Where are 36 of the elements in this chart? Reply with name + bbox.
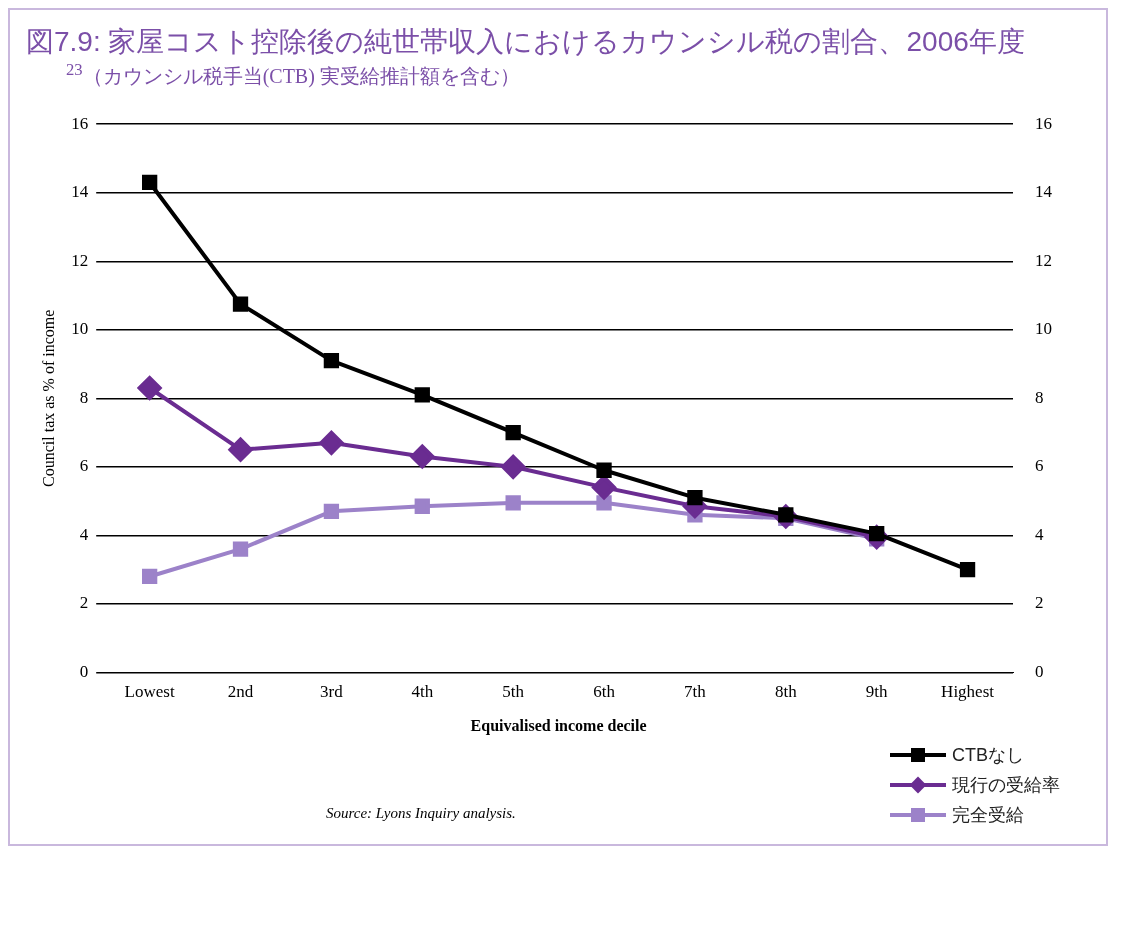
y-tick-label: 2 (79, 593, 89, 612)
x-tick-label: 9th (865, 681, 889, 701)
chart-title: 図7.9: 家屋コスト控除後の純世帯収入におけるカウンシル税の割合、2006年度 (26, 25, 1026, 59)
x-tick-label: 8th (774, 681, 798, 701)
y-axis-title: Council tax as % of income (39, 309, 57, 487)
y-tick-label: 6 (79, 455, 89, 475)
y-tick-label: 12 (71, 250, 89, 270)
y2-tick-label: 0 (1035, 661, 1044, 681)
source-note: Source: Lyons Inquiry analysis. (326, 804, 516, 822)
y2-tick-label: 4 (1035, 524, 1044, 544)
y2-tick-label: 6 (1035, 455, 1044, 475)
y2-tick-label: 14 (1035, 181, 1053, 201)
x-tick-label: 3rd (320, 681, 344, 701)
legend-label: 現行の受給率 (952, 773, 1060, 797)
y-tick-label: 8 (79, 387, 89, 407)
x-tick-label: Lowest (124, 681, 175, 701)
x-tick-label: 6th (593, 681, 616, 701)
chart-subtitle: $^{23}$（カウンシル税手当(CTB) 実受給推計額を含む） (66, 60, 521, 90)
x-tick-label: 4th (411, 681, 434, 701)
y-tick-label: 10 (71, 318, 89, 338)
y-tick-label: 16 (71, 113, 89, 133)
x-tick-label: 7th (684, 681, 707, 701)
x-axis-title: Equivalised income decile (470, 716, 647, 735)
y2-tick-label: 12 (1035, 250, 1052, 270)
legend-label: 完全受給 (952, 803, 1024, 827)
y2-tick-label: 10 (1035, 318, 1052, 338)
y2-tick-label: 2 (1035, 593, 1044, 612)
y-tick-label: 0 (79, 661, 89, 681)
y2-tick-label: 16 (1035, 113, 1052, 133)
y-tick-label: 14 (71, 181, 89, 201)
x-tick-label: 2nd (227, 681, 254, 701)
x-tick-label: 5th (502, 681, 525, 701)
y2-tick-label: 8 (1035, 387, 1044, 407)
x-tick-label: Highest (941, 681, 995, 701)
legend-label: CTBなし (952, 743, 1024, 767)
y-tick-label: 4 (79, 524, 89, 544)
